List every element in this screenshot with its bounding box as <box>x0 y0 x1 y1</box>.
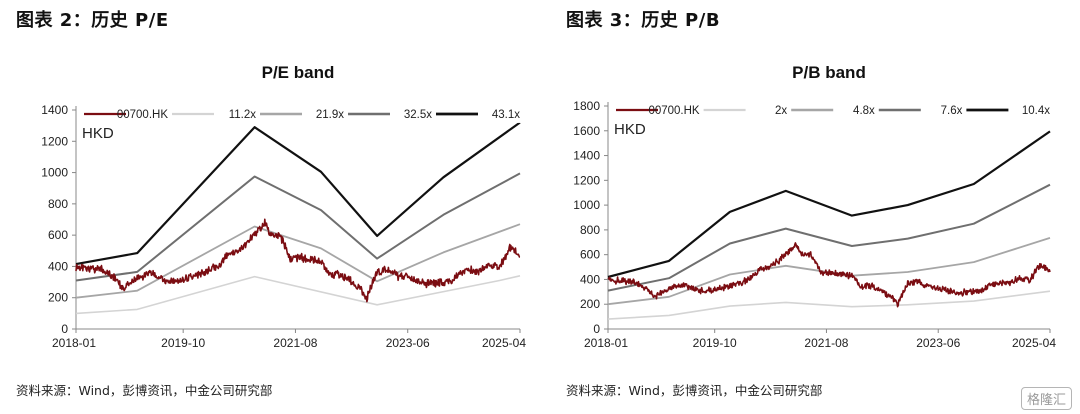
x-tick-label: 2021-08 <box>804 336 848 350</box>
series-line-00700hk <box>607 242 1051 308</box>
x-tick-label: 2018-01 <box>584 336 628 350</box>
series-line-219x <box>75 223 521 299</box>
legend-label: 4.8x <box>853 105 875 117</box>
x-tick-label: 2025-04 <box>482 336 526 350</box>
y-tick-label: 200 <box>580 297 600 311</box>
legend-label: 32.5x <box>404 109 432 121</box>
y-tick-label: 1200 <box>41 134 68 148</box>
legend-label: 7.6x <box>941 105 963 117</box>
series-line-104x <box>607 130 1051 279</box>
legend-label: 43.1x <box>492 109 520 121</box>
source-note: 资料来源：Wind，彭博资讯，中金公司研究部 <box>16 383 273 398</box>
legend-label: 21.9x <box>316 109 344 121</box>
y-tick-label: 1800 <box>573 99 600 113</box>
series-line-112x <box>75 275 521 315</box>
x-tick-label: 2021-08 <box>273 336 317 350</box>
source-note: 资料来源：Wind，彭博资讯，中金公司研究部 <box>566 383 823 398</box>
y-tick-label: 400 <box>48 259 68 273</box>
y-tick-label: 800 <box>580 223 600 237</box>
series-line-76x <box>607 183 1051 292</box>
x-tick-label: 2023-06 <box>916 336 960 350</box>
pe-panel: 图表 2：历史 P/E P/E band 0 200 400 600 800 1000 120… <box>16 10 526 398</box>
y-tick-label: 600 <box>48 228 68 242</box>
y-tick-label: 1000 <box>41 166 68 180</box>
y-tick-label: 1400 <box>573 149 600 163</box>
chart-title: P/E band <box>262 63 335 82</box>
y-tick-label: 400 <box>580 272 600 286</box>
legend-label: 00700.HK <box>648 105 699 117</box>
unit-label: HKD <box>614 121 646 138</box>
series-line-325x <box>75 172 521 282</box>
legend-label: 11.2x <box>229 109 257 121</box>
y-tick-label: 800 <box>48 197 68 211</box>
unit-label: HKD <box>82 125 114 142</box>
series-line-431x <box>75 121 521 266</box>
x-tick-label: 2019-10 <box>161 336 205 350</box>
x-tick-label: 2019-10 <box>693 336 737 350</box>
y-tick-label: 1400 <box>41 103 68 117</box>
x-tick-label: 2025-04 <box>1012 336 1056 350</box>
figure-title: 图表 2：历史 P/E <box>16 10 169 31</box>
x-tick-label: 2023-06 <box>386 336 430 350</box>
legend-label: 10.4x <box>1022 105 1050 117</box>
y-tick-label: 1200 <box>573 173 600 187</box>
y-tick-label: 600 <box>580 248 600 262</box>
y-tick-label: 0 <box>593 322 600 336</box>
pb-panel: 图表 3：历史 P/B P/B band 0 200 400 600 800 1000 120… <box>550 0 1080 414</box>
series-line-00700hk <box>75 218 521 303</box>
legend-label: 00700.HK <box>117 109 168 121</box>
watermark-logo: 格隆汇 <box>1020 387 1072 410</box>
y-tick-label: 0 <box>61 322 68 336</box>
y-tick-label: 1000 <box>573 198 600 212</box>
y-tick-label: 200 <box>48 291 68 305</box>
legend-label: 2x <box>775 105 787 117</box>
y-tick-label: 1600 <box>573 124 600 138</box>
figure-title: 图表 3：历史 P/B <box>566 10 721 31</box>
pe-band-chart: P/E band 0 200 400 600 800 1000 1200 1400 2018-01… <box>41 63 526 350</box>
chart-title: P/B band <box>792 63 866 82</box>
x-tick-label: 2018-01 <box>52 336 96 350</box>
pb-band-chart: P/B band 0 200 400 600 800 1000 1200 1400 1600 180… <box>573 63 1056 350</box>
series-line-2x <box>607 290 1051 320</box>
